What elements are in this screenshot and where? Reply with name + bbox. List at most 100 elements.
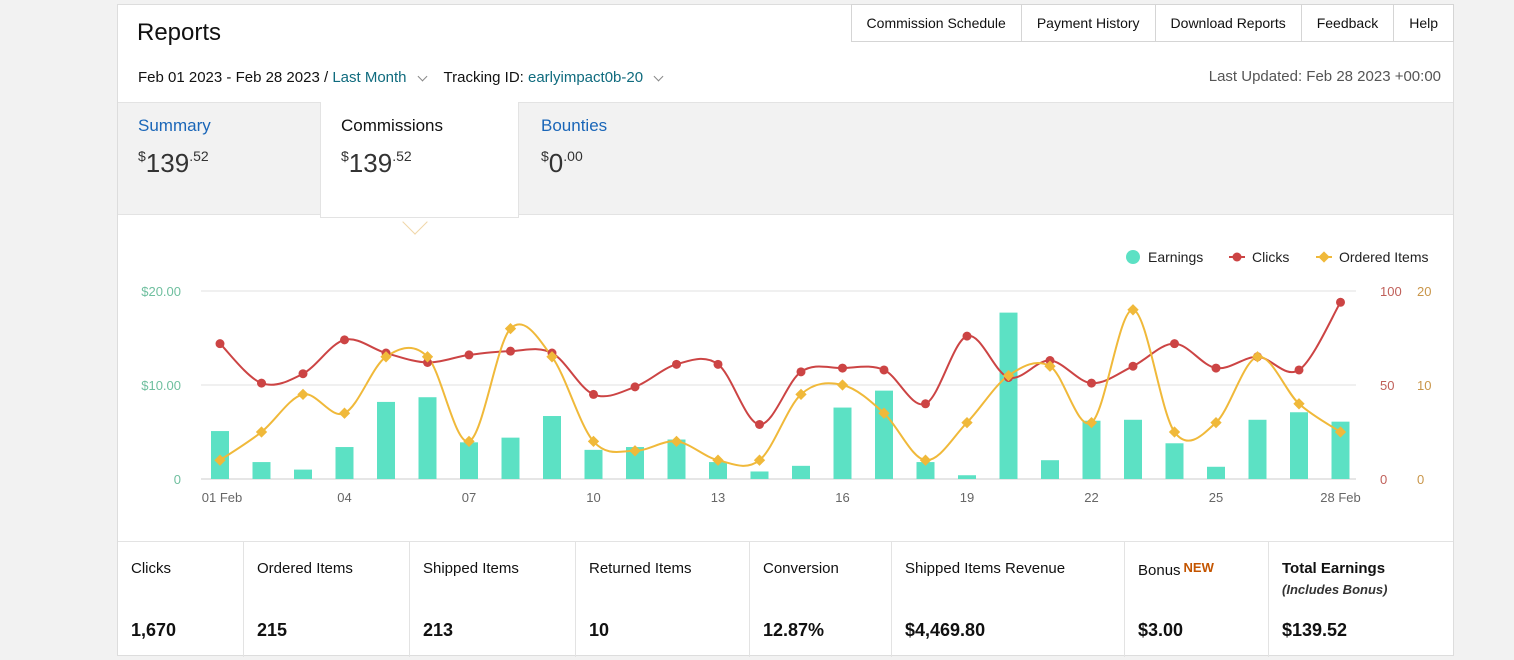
clicks-point: [1336, 297, 1345, 307]
earnings-bar: [1165, 443, 1184, 479]
chevron-down-icon[interactable]: [653, 71, 664, 81]
earnings-bar: [916, 462, 935, 479]
tab-bounties-label: Bounties: [541, 116, 608, 135]
clicks-point: [755, 419, 764, 429]
ordered-items-point: [1293, 398, 1305, 410]
earnings-bar: [958, 475, 976, 479]
filters-bar: Feb 01 2023 - Feb 28 2023 / Last Month T…: [138, 69, 680, 86]
tracking-id-dropdown[interactable]: earlyimpact0b-20: [528, 69, 644, 86]
clicks-point: [921, 399, 930, 409]
earnings-bar: [1082, 420, 1101, 479]
earnings-bar: [1331, 421, 1350, 479]
earnings-bar: [833, 407, 852, 479]
ordered-items-point: [1168, 426, 1181, 438]
clicks-point: [340, 335, 349, 345]
earnings-bar: [543, 416, 561, 479]
earnings-bar: [584, 449, 603, 479]
clicks-point: [630, 382, 640, 392]
tab-bounties[interactable]: Bounties $0.00: [521, 102, 721, 215]
y-ordered-tick: 10: [1417, 378, 1431, 393]
top-nav: Commission Schedule Payment History Down…: [850, 4, 1454, 42]
page-title: Reports: [137, 19, 222, 46]
clicks-point: [506, 346, 515, 356]
tab-summary-value: $139.52: [138, 148, 209, 178]
earnings-bar: [1124, 419, 1142, 479]
clicks-point: [257, 378, 266, 388]
ordered-items-point: [919, 454, 932, 466]
y-ordered-tick: 20: [1417, 284, 1431, 299]
new-badge: NEW: [1183, 560, 1214, 575]
earnings-bar: [335, 447, 354, 479]
clicks-point: [879, 365, 889, 375]
x-tick-label: 13: [711, 490, 725, 505]
stat-bonus: Bonus NEW $3.00: [1125, 542, 1269, 657]
clicks-point: [215, 339, 225, 349]
ordered-items-point: [1334, 426, 1347, 438]
payment-history-button[interactable]: Payment History: [1020, 4, 1155, 42]
earnings-bar: [1207, 466, 1225, 479]
ordered-items-point: [878, 407, 890, 419]
stat-ordered-items: Ordered Items 215: [244, 542, 410, 657]
tracking-id-label: Tracking ID:: [443, 69, 524, 86]
earnings-bar: [377, 401, 395, 479]
clicks-point: [298, 369, 308, 379]
legend-label: Earnings: [1148, 249, 1203, 265]
stat-returned-items: Returned Items 10: [576, 542, 750, 657]
period-dropdown[interactable]: Last Month: [332, 69, 407, 86]
ordered-items-point: [297, 388, 309, 401]
tab-commissions[interactable]: Commissions $139.52: [320, 102, 519, 218]
ordered-items-point: [421, 351, 434, 363]
ordered-items-point: [1127, 304, 1139, 316]
chevron-down-icon[interactable]: [417, 71, 427, 81]
clicks-point: [589, 389, 598, 399]
ordered-items-line: [219, 308, 1342, 467]
ordered-items-point: [629, 445, 641, 457]
earnings-bar: [418, 397, 437, 479]
x-tick-label: 01 Feb: [202, 490, 242, 505]
y-left-tick: $20.00: [141, 284, 181, 299]
earnings-bar: [626, 447, 644, 479]
earnings-bar: [460, 442, 478, 479]
x-tick-label: 10: [586, 490, 600, 505]
y-clicks-tick: 0: [1380, 472, 1387, 487]
clicks-point: [1087, 378, 1096, 388]
tab-summary-label: Summary: [138, 116, 211, 135]
earnings-bar: [1041, 460, 1059, 479]
ordered-items-point: [338, 407, 351, 419]
ordered-items-point: [587, 435, 600, 448]
tab-summary[interactable]: Summary $139.52: [118, 102, 320, 215]
ordered-items-point: [1251, 351, 1264, 363]
feedback-button[interactable]: Feedback: [1300, 4, 1394, 42]
x-tick-label: 04: [337, 490, 351, 505]
earnings-bar: [750, 471, 769, 479]
ordered-items-point: [546, 351, 558, 363]
x-tick-label: 07: [462, 490, 476, 505]
stat-shipped-revenue: Shipped Items Revenue $4,469.80: [892, 542, 1125, 657]
ordered-items-point: [1210, 416, 1222, 429]
stats-bar: Clicks 1,670 Ordered Items 215 Shipped I…: [118, 541, 1453, 657]
stat-clicks: Clicks 1,670: [118, 542, 244, 657]
earnings-bar: [667, 439, 686, 479]
tab-commissions-value: $139.52: [341, 148, 412, 178]
date-range-text: Feb 01 2023 - Feb 28 2023 /: [138, 69, 329, 86]
clicks-point: [838, 363, 847, 373]
ordered-items-point: [255, 426, 268, 438]
ordered-items-point: [836, 379, 849, 391]
ordered-items-point: [463, 435, 475, 448]
download-reports-button[interactable]: Download Reports: [1154, 4, 1301, 42]
earnings-bar: [875, 390, 893, 479]
clicks-line: [219, 301, 1342, 426]
help-button[interactable]: Help: [1393, 4, 1454, 42]
earnings-bar: [1290, 412, 1308, 479]
x-tick-label: 19: [960, 490, 974, 505]
stat-conversion: Conversion 12.87%: [750, 542, 892, 657]
ordered-items-point: [214, 454, 226, 466]
ordered-items-point: [1044, 360, 1056, 372]
y-left-tick: 0: [174, 472, 181, 487]
legend-ordered-items-icon: [1318, 251, 1330, 263]
tab-commissions-label: Commissions: [341, 116, 444, 135]
clicks-point: [672, 359, 681, 369]
x-tick-label: 16: [835, 490, 849, 505]
ordered-items-point: [753, 454, 766, 466]
commission-schedule-button[interactable]: Commission Schedule: [850, 4, 1021, 42]
